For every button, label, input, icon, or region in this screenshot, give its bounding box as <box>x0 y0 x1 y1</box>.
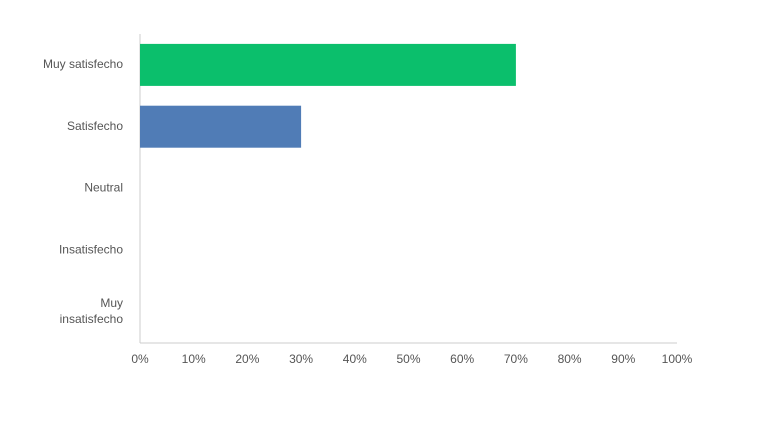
x-tick-label: 10% <box>182 352 206 366</box>
y-tick-label: Muy satisfecho <box>43 57 123 71</box>
x-tick-label: 20% <box>235 352 259 366</box>
x-tick-label: 80% <box>558 352 582 366</box>
x-tick-label: 50% <box>396 352 420 366</box>
x-tick-label: 0% <box>131 352 149 366</box>
bar <box>140 43 516 86</box>
x-tick-label: 30% <box>289 352 313 366</box>
x-tick-label: 40% <box>343 352 367 366</box>
x-tick-label: 70% <box>504 352 528 366</box>
y-tick-label: Muy insatisfecho <box>56 296 123 326</box>
bar <box>140 105 302 148</box>
y-tick-label: Neutral <box>84 181 123 195</box>
x-tick-label: 60% <box>450 352 474 366</box>
x-tick-label: 100% <box>662 352 693 366</box>
x-tick-label: 90% <box>611 352 635 366</box>
y-tick-label: Insatisfecho <box>59 242 123 256</box>
y-tick-label: Satisfecho <box>67 119 123 133</box>
